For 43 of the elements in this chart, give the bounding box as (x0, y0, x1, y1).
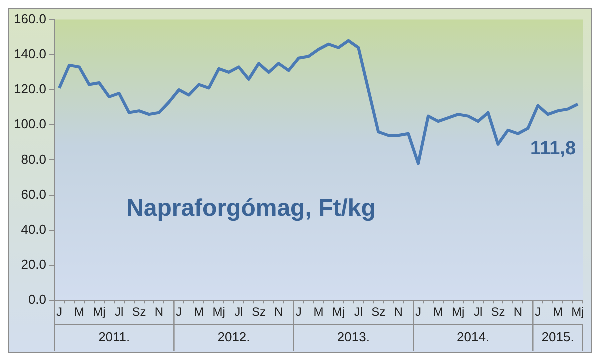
x-tick-label: M (74, 305, 84, 320)
x-tick-label: Sz (252, 305, 266, 320)
y-tick-label: 80.0 (21, 152, 47, 167)
x-tick-label: Jl (234, 305, 244, 320)
y-tick-label: 160.0 (14, 11, 47, 26)
x-tick-label: N (154, 305, 164, 320)
x-tick-label: N (274, 305, 284, 320)
x-tick-label: Sz (491, 305, 506, 320)
x-tick-label: Mj (212, 305, 226, 320)
x-tick-label: J (415, 305, 422, 320)
y-tick-label: 20.0 (21, 257, 47, 272)
text: 2011. (98, 329, 130, 344)
x-tick-label: M (553, 305, 564, 320)
y-tick-label: 140.0 (14, 46, 47, 62)
y-tick-label: 60.0 (21, 186, 47, 202)
x-tick-label: Sz (132, 305, 146, 320)
x-tick-label: Mj (93, 305, 106, 320)
x-tick-label: M (433, 305, 444, 320)
y-tick-label: 120.0 (14, 82, 47, 97)
x-tick-label: Mj (332, 305, 346, 320)
x-tick-label: M (194, 305, 204, 320)
text: 2013. (337, 329, 370, 344)
x-tick-label: Mj (572, 305, 584, 320)
x-tick-label: Mj (452, 305, 465, 320)
text: 2015. (542, 329, 574, 344)
x-tick-label: J (176, 305, 182, 320)
x-tick-label: M (314, 305, 324, 320)
y-tick-label: 40.0 (21, 222, 47, 237)
x-tick-label: Jl (474, 305, 483, 320)
y-tick-label: 0.0 (28, 292, 47, 308)
text: Napraforgómag, Ft/kg (126, 194, 376, 222)
x-tick-label: N (394, 305, 403, 320)
annotation: 111,8 (530, 138, 576, 160)
x-tick-label: Sz (372, 305, 386, 320)
x-tick-label: Jl (115, 305, 124, 320)
y-tick-label: 100.0 (14, 116, 47, 132)
text: 2014. (457, 329, 490, 344)
x-tick-label: J (56, 305, 63, 320)
x-tick-label: N (514, 305, 523, 320)
text: 2012. (218, 329, 250, 344)
x-tick-label: J (535, 305, 542, 320)
x-tick-label: J (296, 305, 302, 320)
x-tick-label: Jl (354, 305, 363, 320)
